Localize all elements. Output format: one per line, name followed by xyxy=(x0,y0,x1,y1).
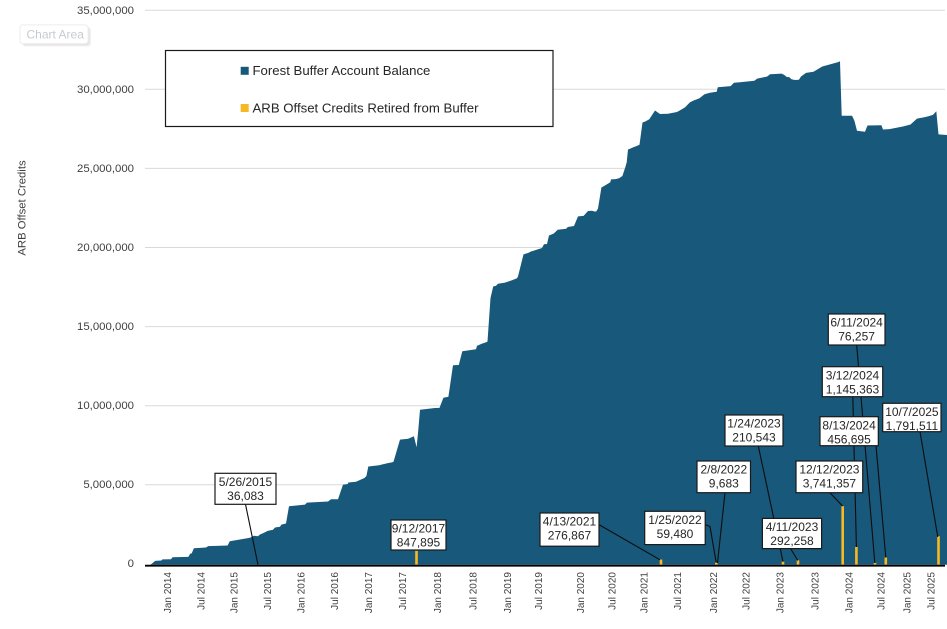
svg-text:Jan 2015: Jan 2015 xyxy=(230,572,241,614)
svg-text:Jan 2021: Jan 2021 xyxy=(640,572,651,614)
svg-text:76,257: 76,257 xyxy=(838,330,875,344)
svg-text:5/26/2015: 5/26/2015 xyxy=(219,475,273,489)
svg-text:15,000,000: 15,000,000 xyxy=(77,321,134,333)
svg-text:456,695: 456,695 xyxy=(827,432,871,446)
svg-text:Jan 2014: Jan 2014 xyxy=(163,572,174,614)
svg-text:Jul 2025: Jul 2025 xyxy=(926,572,937,610)
svg-text:Jan 2016: Jan 2016 xyxy=(297,572,308,614)
svg-text:Jan 2024: Jan 2024 xyxy=(845,572,856,614)
svg-text:6/11/2024: 6/11/2024 xyxy=(830,316,883,330)
svg-text:0: 0 xyxy=(128,558,134,570)
svg-text:20,000,000: 20,000,000 xyxy=(77,242,134,254)
svg-text:Chart Area: Chart Area xyxy=(27,28,85,42)
svg-text:2/8/2022: 2/8/2022 xyxy=(700,463,747,477)
svg-text:3/12/2024: 3/12/2024 xyxy=(826,368,880,382)
svg-text:276,867: 276,867 xyxy=(548,529,592,543)
svg-text:1/25/2022: 1/25/2022 xyxy=(648,513,702,527)
svg-text:9/12/2017: 9/12/2017 xyxy=(392,522,446,536)
svg-text:Jul 2014: Jul 2014 xyxy=(197,572,208,610)
svg-text:Jul 2021: Jul 2021 xyxy=(673,572,684,610)
svg-text:3,741,357: 3,741,357 xyxy=(803,477,857,491)
svg-text:1,791,511: 1,791,511 xyxy=(886,419,939,433)
svg-text:35,000,000: 35,000,000 xyxy=(77,5,134,17)
svg-text:ARB Offset Credits: ARB Offset Credits xyxy=(17,160,29,256)
svg-text:Jan 2020: Jan 2020 xyxy=(576,572,587,614)
svg-text:36,083: 36,083 xyxy=(227,489,264,503)
svg-text:Jul 2016: Jul 2016 xyxy=(330,572,341,610)
svg-text:10/7/2025: 10/7/2025 xyxy=(885,405,939,419)
svg-text:Jul 2018: Jul 2018 xyxy=(469,572,480,610)
svg-text:Jul 2019: Jul 2019 xyxy=(534,572,545,610)
svg-text:210,543: 210,543 xyxy=(732,431,776,445)
svg-text:59,480: 59,480 xyxy=(657,527,694,541)
svg-text:4/11/2023: 4/11/2023 xyxy=(766,520,819,534)
svg-text:Jan 2023: Jan 2023 xyxy=(776,572,787,614)
svg-text:12/12/2023: 12/12/2023 xyxy=(799,463,859,477)
svg-text:Jul 2020: Jul 2020 xyxy=(608,572,619,610)
svg-text:30,000,000: 30,000,000 xyxy=(77,84,134,96)
svg-text:Forest Buffer Account Balance: Forest Buffer Account Balance xyxy=(253,63,431,78)
svg-text:Jul 2023: Jul 2023 xyxy=(811,572,822,610)
svg-text:ARB Offset Credits Retired fro: ARB Offset Credits Retired from Buffer xyxy=(253,101,480,116)
svg-text:Jul 2015: Jul 2015 xyxy=(263,572,274,610)
svg-text:10,000,000: 10,000,000 xyxy=(77,400,134,412)
svg-text:292,258: 292,258 xyxy=(770,534,814,548)
svg-text:Jan 2022: Jan 2022 xyxy=(709,572,720,614)
svg-text:4/13/2021: 4/13/2021 xyxy=(543,515,597,529)
svg-text:5,000,000: 5,000,000 xyxy=(83,479,134,491)
svg-text:Jul 2024: Jul 2024 xyxy=(877,572,888,610)
svg-text:1,145,363: 1,145,363 xyxy=(826,382,880,396)
svg-text:8/13/2024: 8/13/2024 xyxy=(822,418,876,432)
svg-text:25,000,000: 25,000,000 xyxy=(77,163,134,175)
svg-text:847,895: 847,895 xyxy=(397,536,441,550)
svg-text:Jul 2017: Jul 2017 xyxy=(398,572,409,610)
svg-text:Jan 2019: Jan 2019 xyxy=(503,572,514,614)
svg-text:Jul 2022: Jul 2022 xyxy=(741,572,752,610)
svg-text:Jan 2017: Jan 2017 xyxy=(364,572,375,614)
svg-text:Jan 2025: Jan 2025 xyxy=(903,572,914,614)
svg-text:9,683: 9,683 xyxy=(709,477,739,491)
svg-text:1/24/2023: 1/24/2023 xyxy=(727,417,781,431)
svg-text:Jan 2018: Jan 2018 xyxy=(433,572,444,614)
